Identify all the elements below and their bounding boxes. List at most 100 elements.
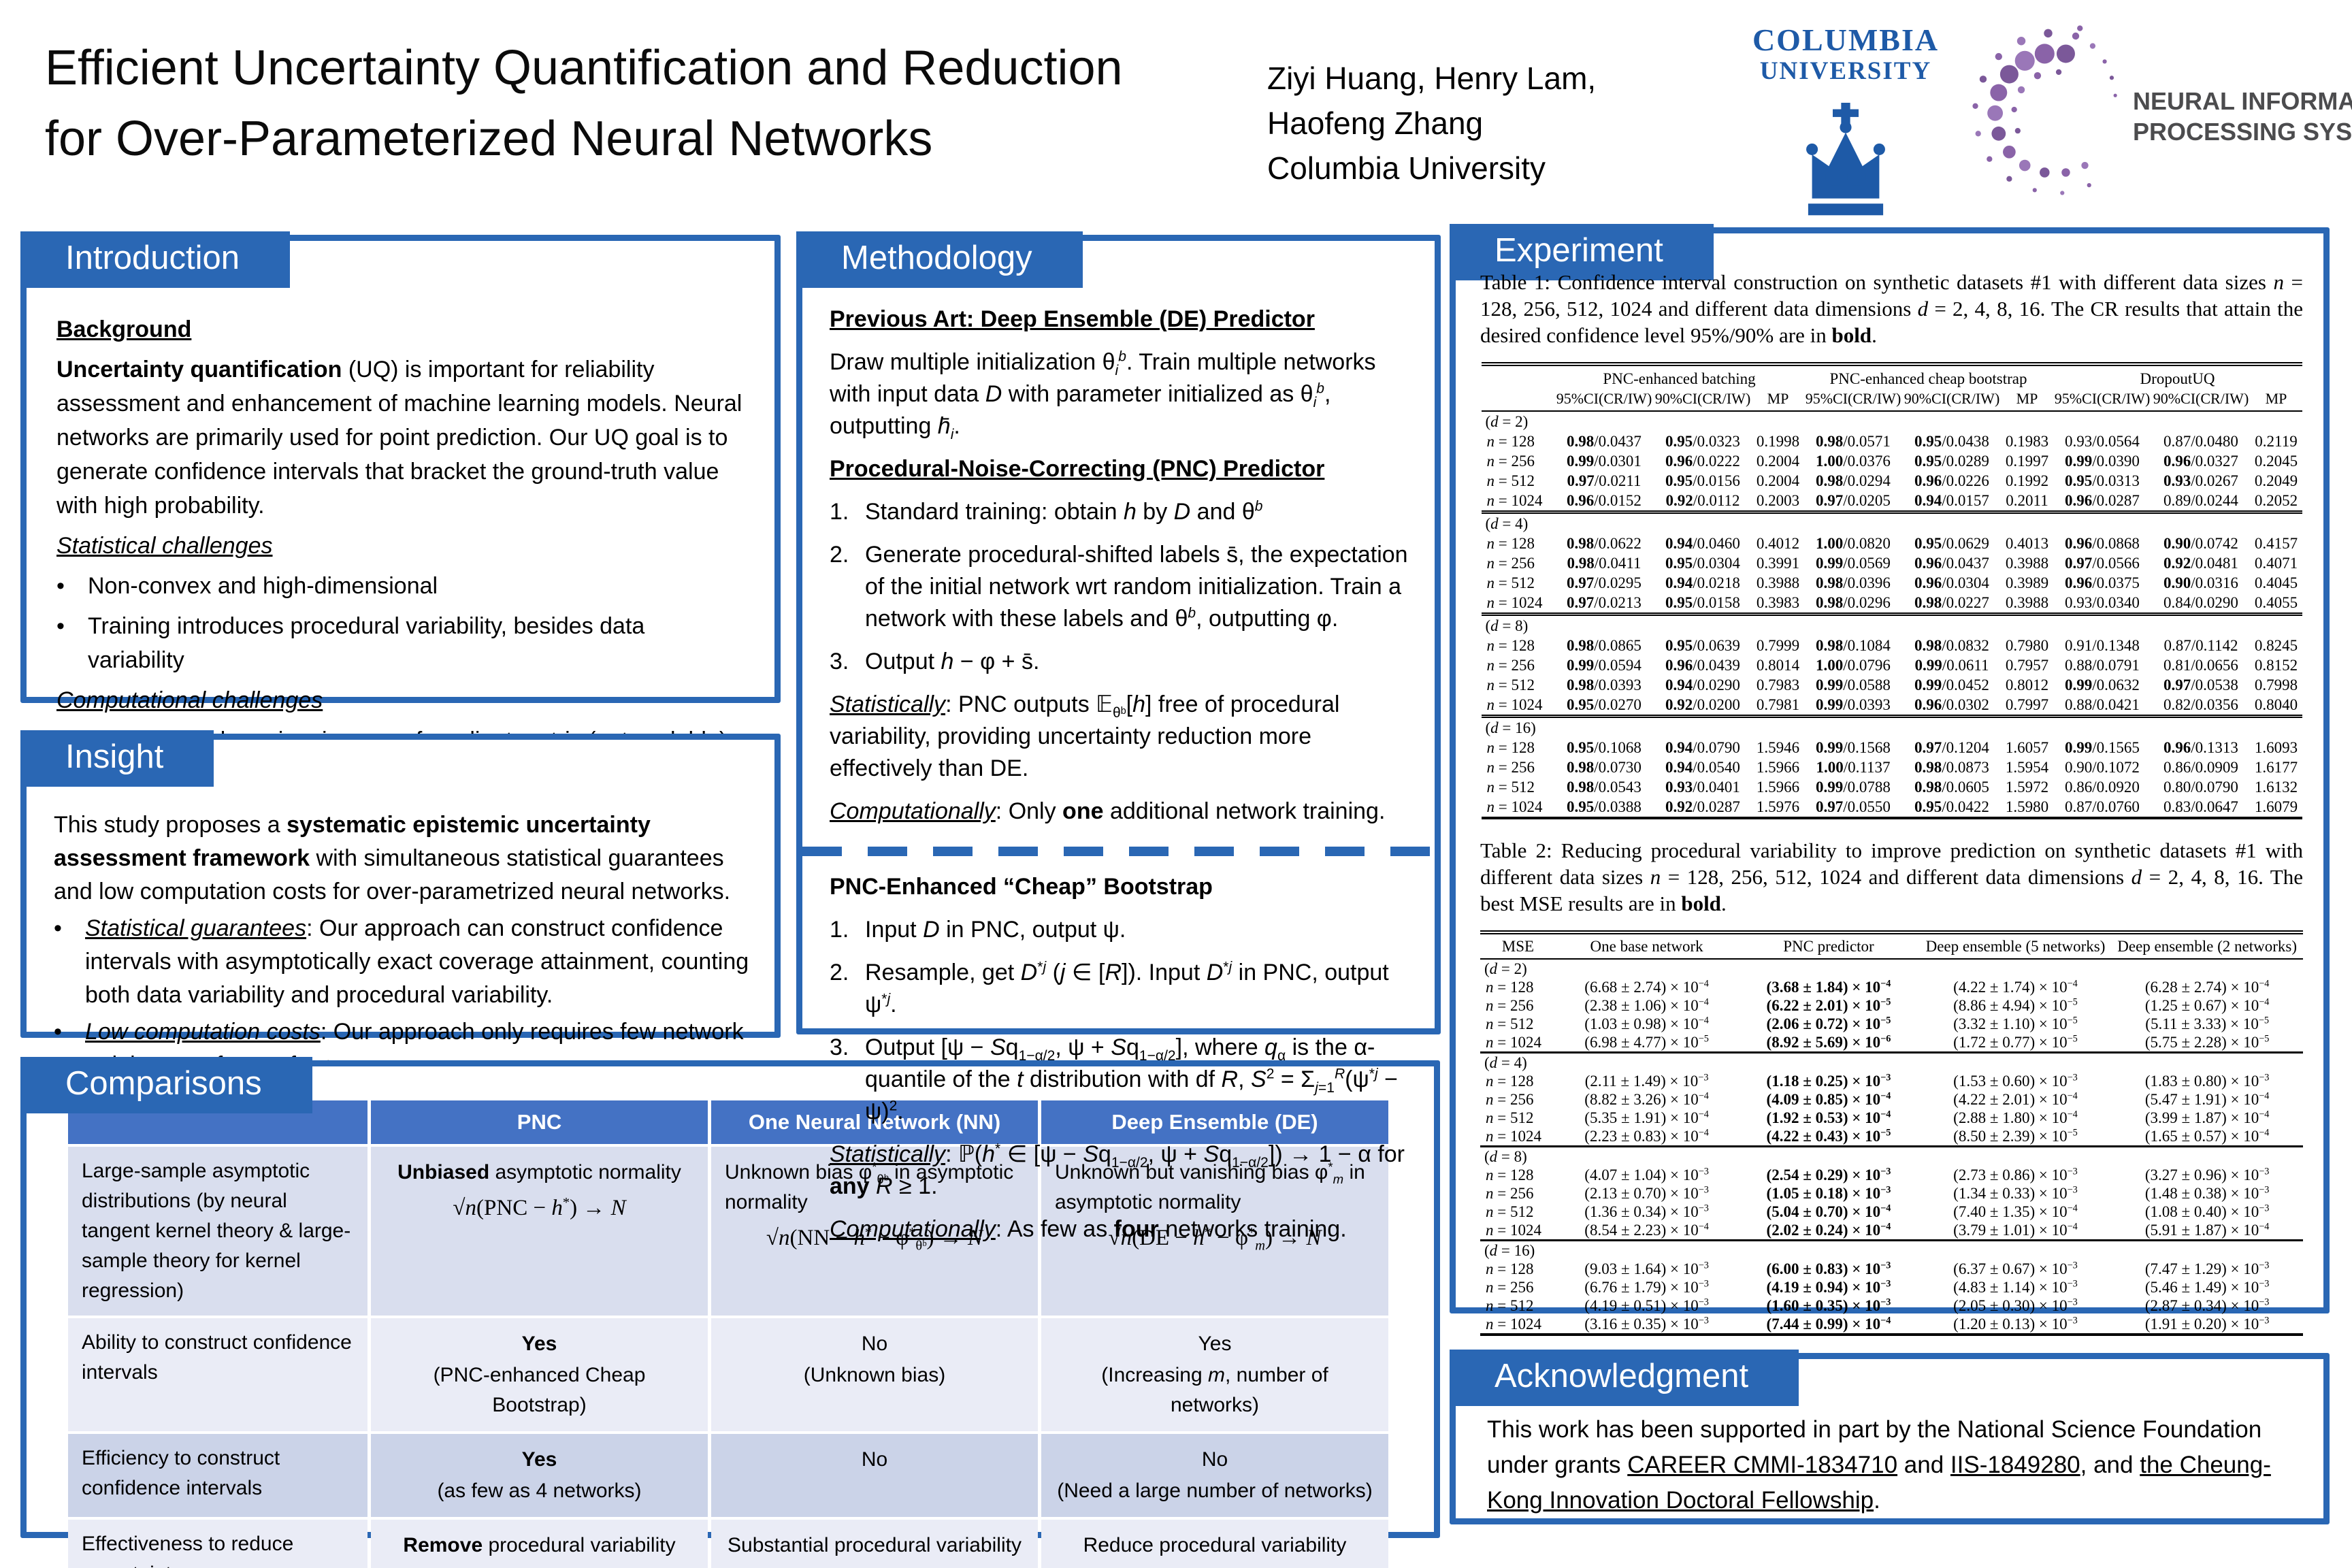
table1-confidence-intervals: PNC-enhanced batching PNC-enhanced cheap … bbox=[1481, 362, 2302, 819]
numbered-item: 1. Input D in PNC, output ψ. bbox=[830, 917, 1126, 943]
panel-comparisons: Comparisons PNC One Neural Network (NN) De… bbox=[20, 1057, 1440, 1568]
table2-mse: MSE One base network PNC predictor Deep ens… bbox=[1480, 930, 2303, 1336]
text-block: Draw multiple initialization θib. Train … bbox=[830, 348, 1376, 442]
author-line: Ziyi Huang, Henry Lam, bbox=[1267, 61, 1597, 96]
bullet-item: • Non-convex and high-dimensional bbox=[56, 573, 438, 599]
section-label-row: (d = 16) bbox=[1480, 1239, 2303, 1260]
text-block: Statistically: ℙ(h* ∈ [ψ − Sq1−α/2, ψ + … bbox=[830, 1141, 1405, 1199]
text-block: Previous Art: Deep Ensemble (DE) Predict… bbox=[830, 306, 1315, 332]
poster-title-line2: for Over-Parameterized Neural Networks bbox=[45, 112, 933, 166]
text-block: Computationally: As few as four networks… bbox=[830, 1216, 1347, 1242]
tab-experiment: Experiment bbox=[1450, 224, 1714, 280]
section-label-row: (d = 4) bbox=[1480, 1051, 2303, 1072]
section-label-row: (d = 8) bbox=[1481, 612, 2302, 636]
section-label-row: (d = 2) bbox=[1485, 413, 1529, 430]
table-row: n = 1024 0.95/0.0388 0.92/0.0287 1.5976 0.97… bbox=[1486, 798, 2298, 815]
columbia-wordmark-line2: University bbox=[1759, 57, 1932, 85]
table-row: n = 1024 (8.54 ± 2.23) × 10−4 (2.02 ± 0.24… bbox=[1486, 1221, 2270, 1239]
panel-methodology: Methodology Previous Art: Deep Ensemble … bbox=[796, 231, 1441, 1242]
table2-caption: Table 2: Reducing procedural variability… bbox=[1480, 838, 2303, 915]
table-row: n = 512 0.98/0.0543 0.93/0.0401 1.5966 0.99/… bbox=[1486, 779, 2298, 796]
text-block: Statistical challenges bbox=[56, 533, 273, 559]
neurips-logo: NEURAL INFORMATION PROCESSING SYSTEMS bbox=[1968, 18, 2352, 201]
methodology-bootstrap-text: PNC-Enhanced “Cheap” Bootstrap 1. Input D … bbox=[830, 871, 1410, 1245]
table-row: n = 1024 0.95/0.0270 0.92/0.0200 0.7981 0.99… bbox=[1486, 696, 2298, 713]
tab-methodology: Methodology bbox=[796, 231, 1083, 288]
acknowledgment-text: This work has been supported in part by … bbox=[1487, 1416, 2271, 1514]
table-row: n = 256 0.98/0.0411 0.95/0.0304 0.3991 0.99/… bbox=[1486, 555, 2298, 572]
table-row: n = 512 (5.35 ± 1.91) × 10−4 (1.92 ± 0.53)… bbox=[1486, 1109, 2270, 1126]
columbia-university-logo: Columbia University bbox=[1744, 23, 1948, 223]
panel-introduction: Introduction Background Uncertainty quant… bbox=[20, 231, 781, 828]
table-row: n = 128 0.98/0.0622 0.94/0.0460 0.4012 1.00/… bbox=[1486, 535, 2298, 552]
text-block: Computationally: Only one additional net… bbox=[830, 798, 1386, 824]
tab-introduction: Introduction bbox=[20, 231, 291, 288]
table-row: n = 128 (9.03 ± 1.64) × 10−3 (6.00 ± 0.83)… bbox=[1486, 1260, 2270, 1277]
insight-text: This study proposes a systematic epistem… bbox=[27, 740, 774, 1082]
section-label-row: (d = 16) bbox=[1481, 715, 2302, 738]
table-row: n = 1024 (3.16 ± 0.35) × 10−3 (7.44 ± 0.99… bbox=[1486, 1315, 2270, 1333]
bullet-item: • Statistical guarantees: Our approach ca… bbox=[54, 915, 749, 1008]
table-row: n = 1024 (6.98 ± 4.77) × 10−5 (8.92 ± 5.69… bbox=[1486, 1033, 2270, 1051]
panel-experiment: Experiment Table 1: Confidence interval … bbox=[1450, 224, 2330, 1336]
section-label-row: (d = 8) bbox=[1480, 1145, 2303, 1166]
table-row: n = 128 (2.11 ± 1.49) × 10−3 (1.18 ± 0.25)… bbox=[1486, 1072, 2270, 1090]
table-row: n = 256 0.99/0.0301 0.96/0.0222 0.2004 1.00/… bbox=[1486, 453, 2298, 470]
table-row: n = 512 0.98/0.0393 0.94/0.0290 0.7983 0.99/… bbox=[1486, 676, 2298, 693]
table-row: n = 512 (4.19 ± 0.51) × 10−3 (1.60 ± 0.35)… bbox=[1486, 1296, 2270, 1314]
formula: √n(PNC − h*) → N bbox=[453, 1195, 626, 1220]
columbia-wordmark-line1: Columbia bbox=[1752, 22, 1940, 57]
text-block: Procedural-Noise-Correcting (PNC) Predic… bbox=[830, 456, 1325, 482]
table-row: n = 1024 (2.23 ± 0.83) × 10−4 (4.22 ± 0.43… bbox=[1486, 1127, 2270, 1145]
table-row: n = 512 0.97/0.0295 0.94/0.0218 0.3988 0.98/… bbox=[1486, 574, 2298, 591]
text-block: Background bbox=[56, 316, 192, 342]
table-row: n = 1024 0.96/0.0152 0.92/0.0112 0.2003 0.97… bbox=[1486, 492, 2298, 509]
formula: √n(DE − h* − φ*m) → N bbox=[1108, 1225, 1322, 1254]
numbered-item: 2. Generate procedural-shifted labels s̄,… bbox=[830, 542, 1408, 632]
bullet-item: • Training introduces procedural variabil… bbox=[56, 613, 645, 673]
neurips-swirl-icon bbox=[1972, 25, 2117, 195]
poster-title: Efficient Uncertainty Quantification and… bbox=[45, 33, 1123, 174]
tab-acknowledgment: Acknowledgment bbox=[1450, 1350, 1799, 1406]
tab-comparisons: Comparisons bbox=[20, 1057, 312, 1113]
table1-caption: Table 1: Confidence interval constructio… bbox=[1480, 270, 2304, 347]
neurips-wordmark: NEURAL INFORMATION PROCESSING SYSTEMS bbox=[2133, 86, 2352, 147]
columbia-crown-icon bbox=[1806, 103, 1885, 216]
neurips-wordmark-line2: PROCESSING SYSTEMS bbox=[2133, 118, 2352, 146]
table-row: n = 128 (4.07 ± 1.04) × 10−3 (2.54 ± 0.29)… bbox=[1486, 1166, 2270, 1183]
comparisons-table: PNC One Neural Network (NN) Deep Ensemble … bbox=[65, 1098, 1392, 1568]
table-row: Large-sample asymptotic distributions (b… bbox=[68, 1147, 1388, 1316]
table-row: Effectiveness to reduce uncertaintyRemov… bbox=[68, 1520, 1388, 1568]
table-row: n = 256 0.98/0.0730 0.94/0.0540 1.5966 1.00/… bbox=[1486, 759, 2298, 776]
subheader-row: 95%CI(CR/IW) 90%CI(CR/IW) MP 95%CI(CR/IW) 90… bbox=[1481, 389, 2302, 412]
table-row: n = 128 0.95/0.1068 0.94/0.0790 1.5946 0.99/… bbox=[1486, 739, 2298, 756]
header-row: MSE One base network PNC predictor Deep ens… bbox=[1480, 932, 2303, 960]
affiliation-line: Columbia University bbox=[1267, 150, 1546, 186]
numbered-item: 2. Resample, get D*j (j ∈ [R]). Input D*j… bbox=[830, 959, 1389, 1017]
table-row: Efficiency to construct confidence inter… bbox=[68, 1434, 1388, 1517]
panel-acknowledgment: Acknowledgment This work has been suppor… bbox=[1450, 1350, 2330, 1524]
table-row: n = 1024 0.97/0.0213 0.95/0.0158 0.3983 0.98… bbox=[1486, 594, 2298, 611]
formula: √n(NN − h* − φ*θᵇ) → N bbox=[766, 1225, 983, 1254]
table-row: n = 256 (2.13 ± 0.70) × 10−3 (1.05 ± 0.18)… bbox=[1486, 1184, 2270, 1202]
section-label-row: (d = 2) bbox=[1484, 960, 1527, 977]
text-block: Statistically: PNC outputs 𝔼θᵇ[h] free o… bbox=[830, 691, 1340, 781]
author-line: Haofeng Zhang bbox=[1267, 105, 1484, 141]
numbered-item: 3. Output [ψ − Sq1−α/2, ψ + Sq1−α/2], whe… bbox=[830, 1034, 1398, 1124]
poster-title-line1: Efficient Uncertainty Quantification and… bbox=[45, 41, 1123, 95]
numbered-item: 1. Standard training: obtain h by D and θ… bbox=[830, 498, 1263, 525]
text-block: PNC-Enhanced “Cheap” Bootstrap bbox=[830, 874, 1213, 900]
dashed-divider bbox=[802, 847, 1435, 856]
panel-insight: Insight This study proposes a systematic… bbox=[20, 730, 781, 1078]
text-block: Uncertainty quantification (UQ) is impor… bbox=[56, 357, 742, 519]
section-label-row: (d = 4) bbox=[1481, 510, 2302, 534]
table-row: n = 512 (1.36 ± 0.34) × 10−3 (5.04 ± 0.70)… bbox=[1486, 1203, 2270, 1220]
tab-insight: Insight bbox=[20, 730, 214, 787]
table-row: n = 256 0.99/0.0594 0.96/0.0439 0.8014 1.00/… bbox=[1486, 657, 2298, 674]
table-row: Ability to construct confidence interval… bbox=[68, 1318, 1388, 1431]
neurips-wordmark-line1: NEURAL INFORMATION bbox=[2133, 87, 2352, 115]
numbered-item: 3. Output h − φ + s̄. bbox=[830, 649, 1040, 674]
table-row: n = 128 0.98/0.0865 0.95/0.0639 0.7999 0.98/… bbox=[1486, 637, 2298, 654]
text-block: Computational challenges bbox=[56, 687, 323, 713]
